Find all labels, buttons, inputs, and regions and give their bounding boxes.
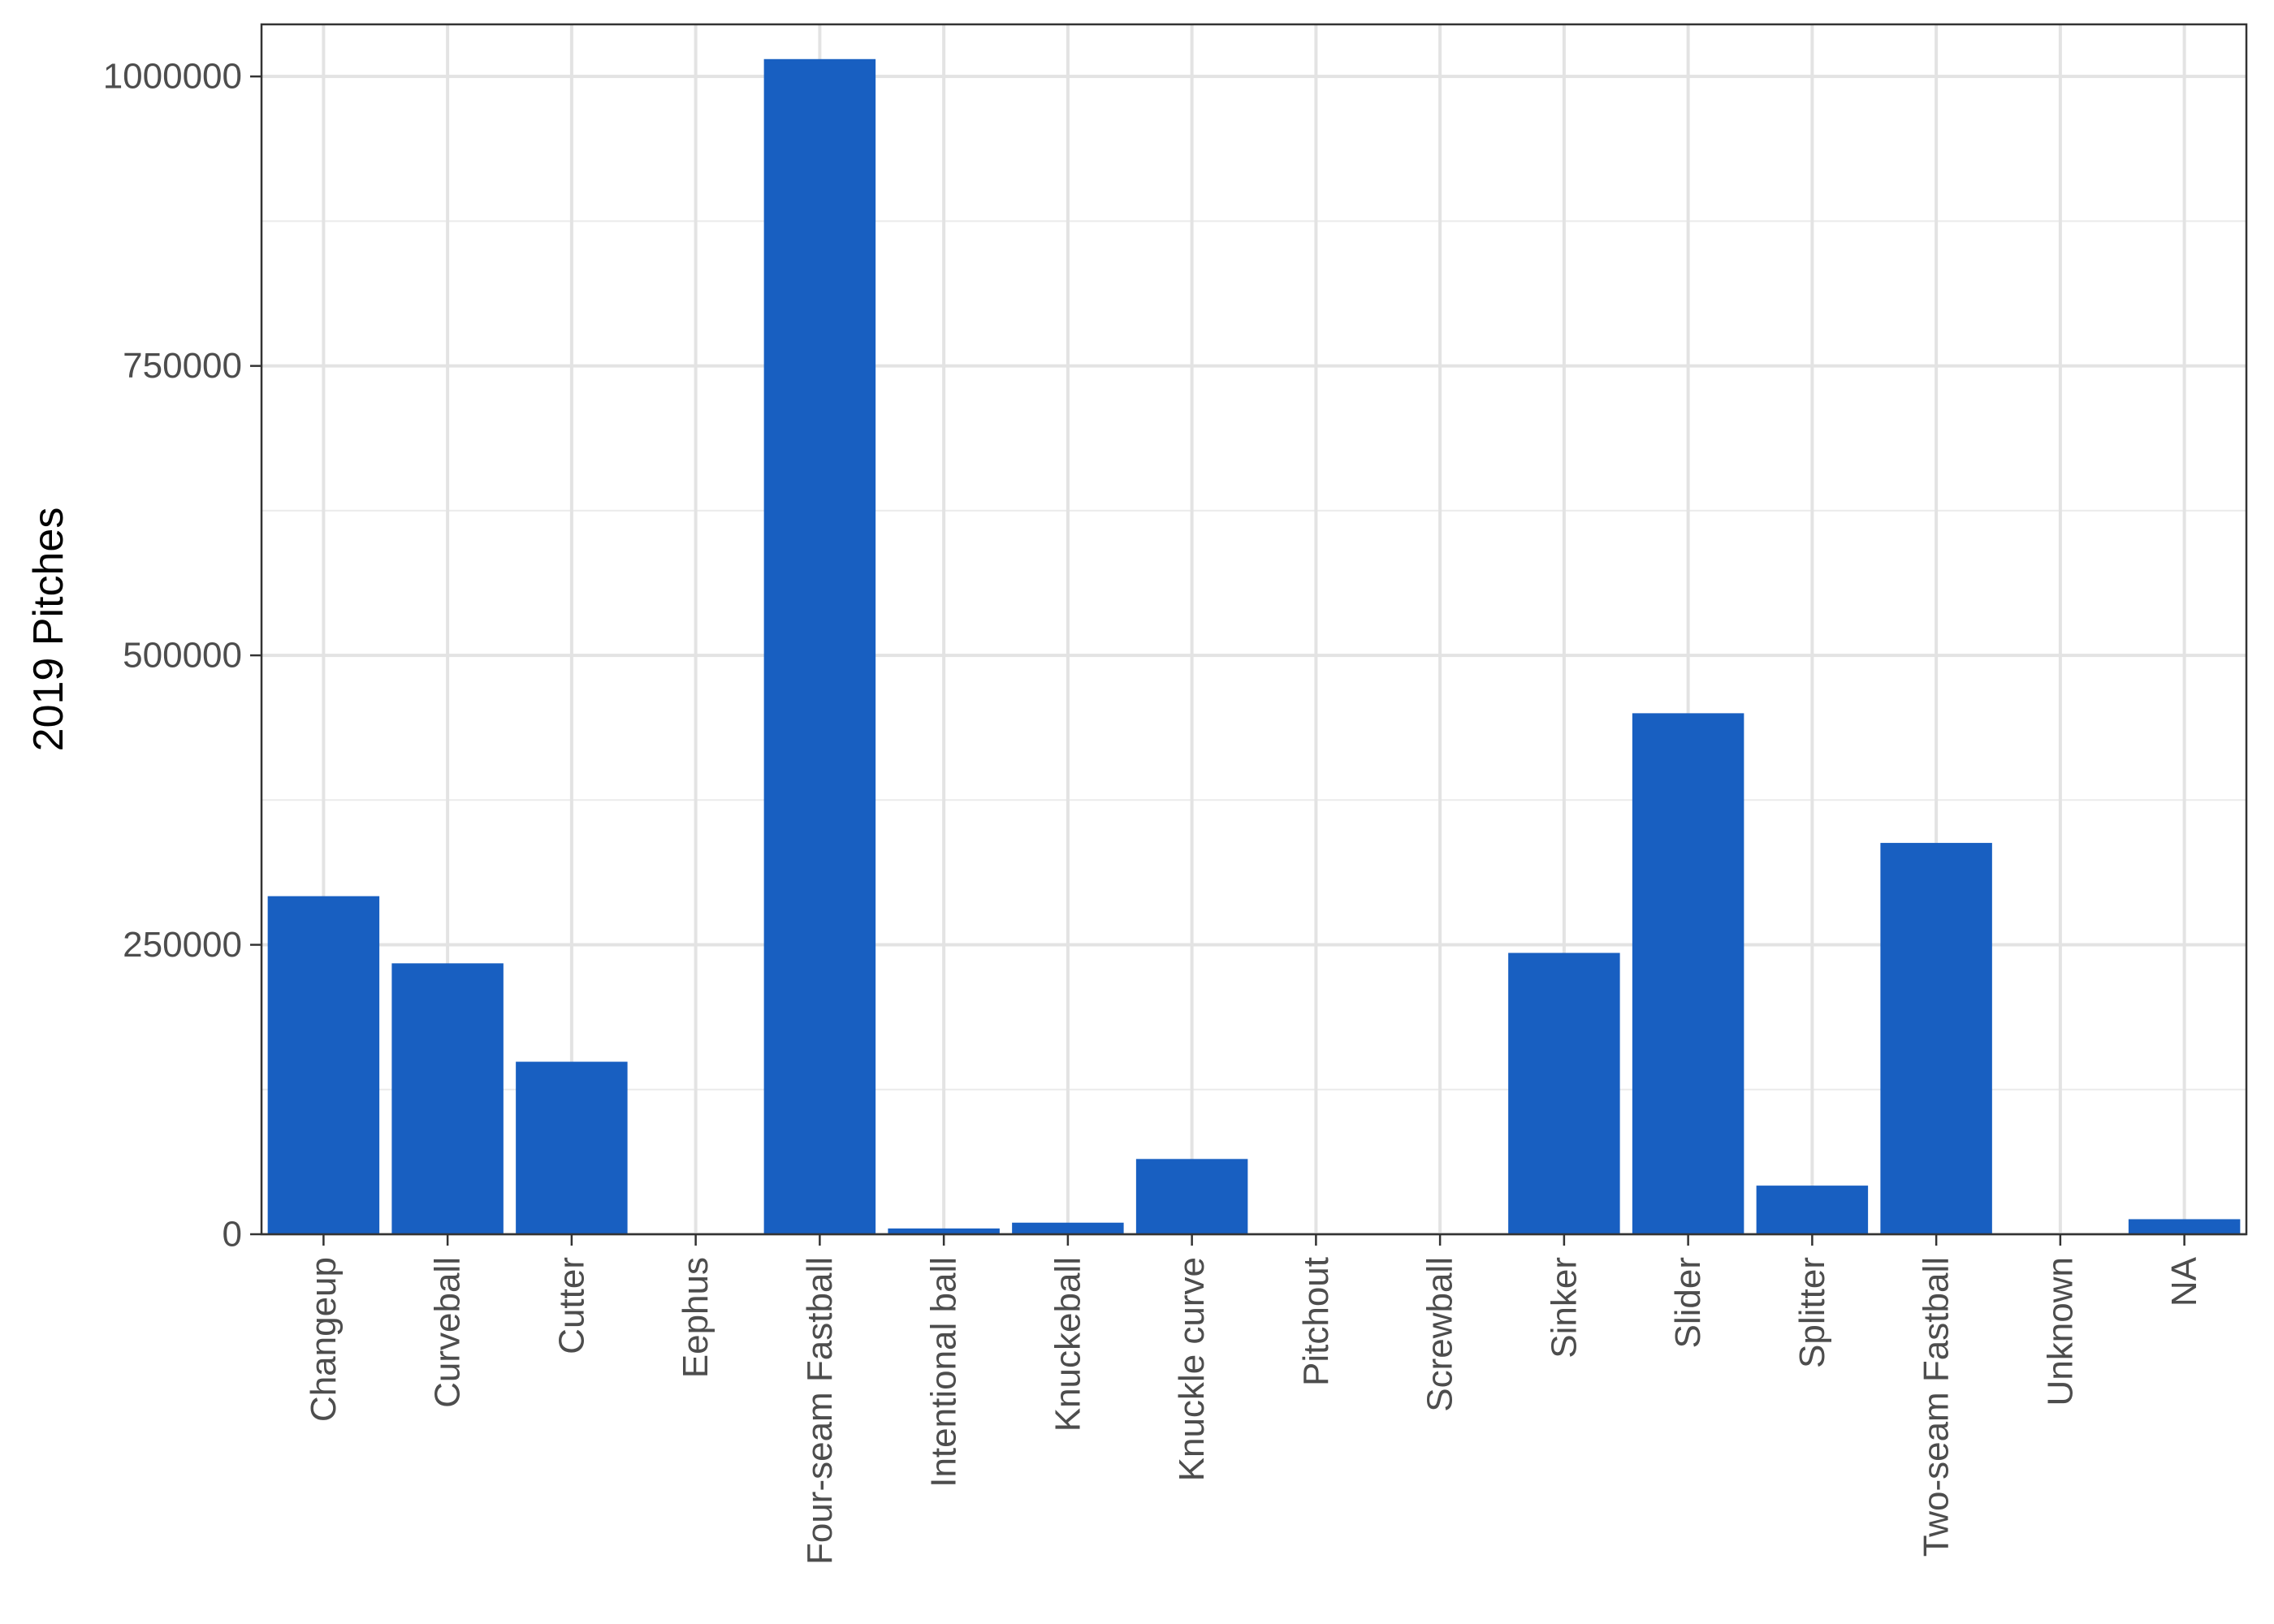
y-axis: 0 250000 500000 750000 1000000 <box>103 57 262 1255</box>
y-tick-label: 1000000 <box>103 57 242 97</box>
x-tick-label: Knuckle curve <box>1172 1257 1212 1481</box>
x-tick-label: Curveball <box>428 1257 468 1408</box>
y-tick-label: 0 <box>223 1215 242 1255</box>
x-tick-label: Two-seam Fastball <box>1917 1257 1956 1557</box>
bar-curveball <box>391 963 504 1234</box>
y-tick-label: 750000 <box>123 346 242 386</box>
x-tick-label: Changeup <box>304 1257 344 1422</box>
x-tick-label: Intentional ball <box>924 1257 964 1488</box>
x-tick-label: Splitter <box>1792 1257 1832 1368</box>
bar-slider <box>1632 713 1744 1234</box>
x-tick-label: Sinker <box>1544 1257 1584 1358</box>
panel-border <box>260 23 2248 1236</box>
bar-sinker <box>1508 952 1620 1234</box>
bar-intentional-ball <box>888 1228 1000 1234</box>
bar-changeup <box>267 896 380 1234</box>
x-tick-label: Pitchout <box>1296 1257 1336 1386</box>
y-tick-label: 500000 <box>123 636 242 676</box>
bars <box>267 58 2241 1234</box>
bar-knuckeball <box>1012 1222 1124 1234</box>
y-axis-title: 2019 Pitches <box>25 508 72 752</box>
bar-knuckle-curve <box>1135 1159 1248 1234</box>
bar-na <box>2128 1219 2241 1234</box>
x-tick-label: Eephus <box>676 1257 715 1378</box>
x-axis: Changeup Curveball Cutter Eephus Four-seam F… <box>304 1234 2204 1565</box>
x-tick-label: Cutter <box>551 1257 591 1354</box>
y-tick-label: 250000 <box>123 925 242 965</box>
x-tick-label: Four-seam Fastball <box>800 1257 840 1565</box>
bar-two-seam-fastball <box>1880 843 1992 1234</box>
x-tick-label: Unknown <box>2040 1257 2080 1406</box>
x-tick-label: Screwball <box>1420 1257 1460 1412</box>
x-tick-label: Knuckeball <box>1048 1257 1087 1432</box>
x-tick-label: NA <box>2164 1256 2204 1307</box>
bar-cutter <box>516 1061 628 1234</box>
x-tick-label: Slider <box>1668 1257 1708 1349</box>
bar-splitter <box>1756 1186 1869 1234</box>
bar-four-seam-fastball <box>763 58 876 1234</box>
